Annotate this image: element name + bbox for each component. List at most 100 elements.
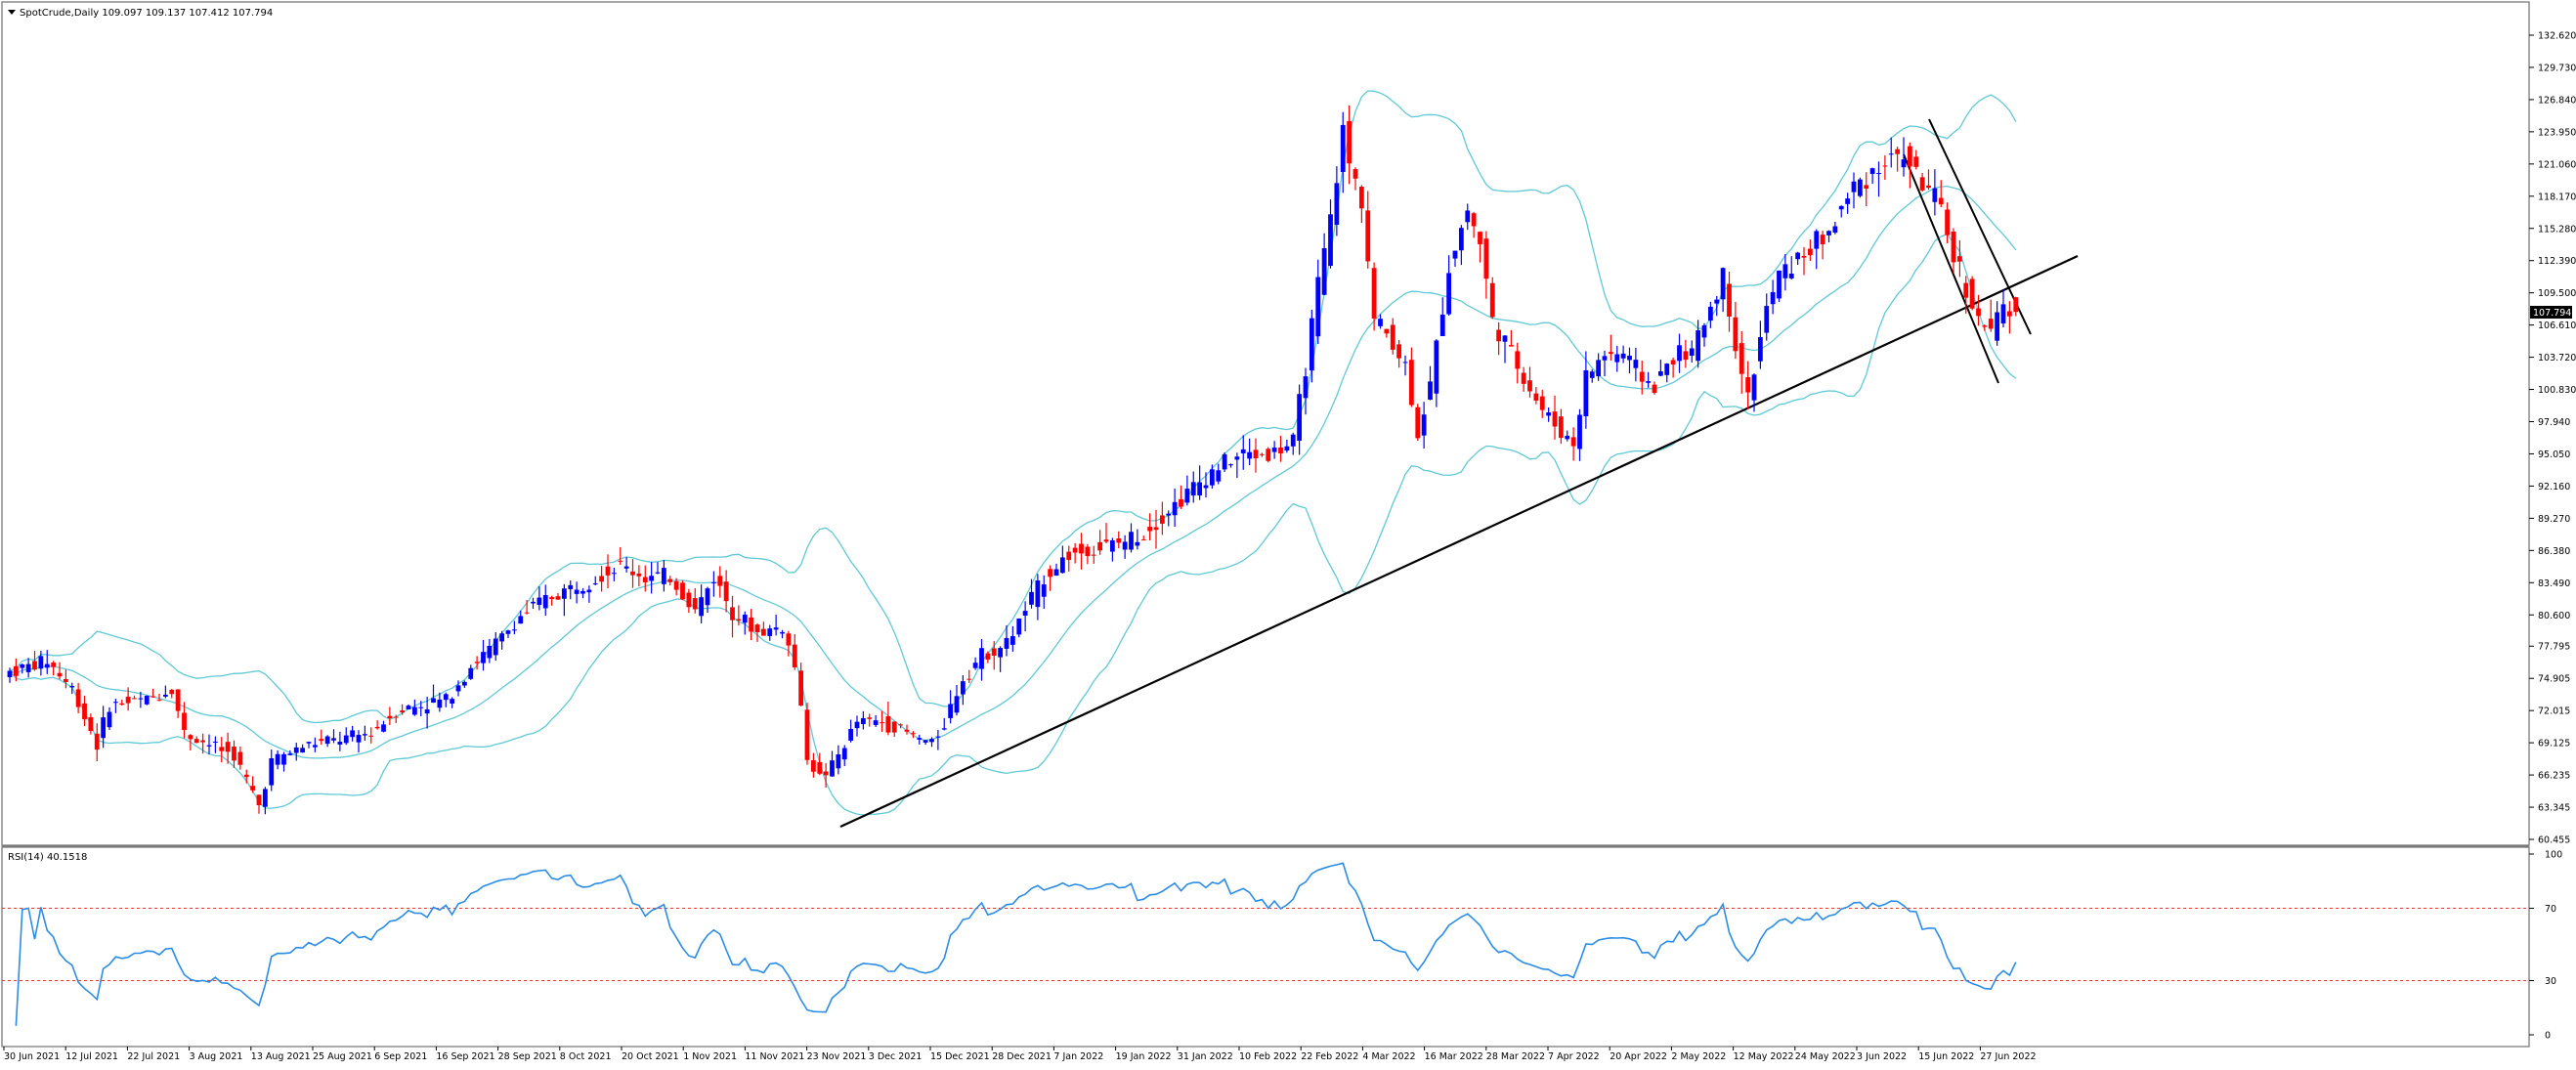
candle [406,704,411,710]
candle [1365,191,1371,269]
time-tick-label: 31 Jan 2022 [1178,1051,1233,1062]
candle [1216,463,1222,485]
candle [580,587,585,599]
candle [1565,430,1570,442]
candle [1757,321,1763,369]
candle [998,646,1004,672]
candle [1489,277,1495,320]
candle [461,680,467,688]
rsi-indicator [2,862,2529,1026]
candle [1328,199,1333,269]
candle [1247,438,1253,465]
candle [1633,348,1639,382]
price-tick-label: 115.280 [2538,224,2576,235]
candle [1608,334,1613,361]
price-tick-label: 112.390 [2538,256,2576,267]
time-tick-label: 30 Jun 2021 [4,1051,60,1062]
candle [1627,347,1632,374]
candle [1408,347,1414,407]
price-tick-label: 80.600 [2538,611,2570,621]
candle [293,742,299,761]
time-tick-label: 3 Jun 2022 [1857,1051,1907,1062]
time-tick-label: 3 Dec 2021 [869,1051,923,1062]
price-tick-label: 74.905 [2538,674,2570,685]
candle [1689,340,1695,363]
rsi-line [15,862,2017,1026]
candle [132,695,137,700]
time-tick-label: 7 Jan 2022 [1053,1051,1103,1062]
candle [586,585,592,603]
candle [848,719,854,743]
candle [1696,320,1701,368]
candle [356,730,362,753]
candle [20,663,25,674]
candle [1589,369,1595,383]
time-tick-label: 19 Jan 2022 [1116,1051,1172,1062]
candle [2006,301,2012,334]
candle [1664,363,1670,383]
ascending-trendline[interactable] [839,255,2079,828]
channel-line-lower[interactable] [1903,153,1999,384]
candle [549,595,555,606]
candle [917,734,923,745]
candle [424,696,430,729]
candle [368,727,374,744]
candle [1657,359,1663,377]
candle [487,638,493,663]
candle [1079,533,1084,570]
candle [287,749,293,756]
candle [1956,239,1962,278]
candle [511,621,517,635]
candle [574,581,580,604]
triangle-down-icon[interactable] [8,10,16,15]
candle [101,706,107,749]
price-tick-label: 106.610 [2538,321,2576,331]
rsi-tick-label: 100 [2545,850,2562,861]
candle [1315,259,1321,345]
price-tick-label: 89.270 [2538,514,2570,525]
current-price-label: 107.794 [2533,308,2571,319]
price-tick-label: 60.455 [2538,835,2570,846]
candle [1832,222,1838,235]
candle [1384,328,1390,338]
candle [443,692,449,707]
candle [524,600,530,615]
candle [281,751,286,772]
candle [1533,387,1539,405]
candle [1546,407,1552,422]
chart-header: SpotCrude,Daily 109.097 109.137 107.412 … [20,8,273,19]
candle [1614,346,1620,372]
candle [1857,177,1863,198]
rsi-tick-label: 30 [2545,976,2556,987]
candle [1951,228,1956,274]
candle [592,576,598,586]
candle [605,554,611,588]
candle [1801,246,1807,276]
candle [1035,574,1041,621]
candle [25,658,31,678]
price-tick-label: 97.940 [2538,417,2570,428]
candle [1321,233,1327,296]
bb-lower [9,233,2017,816]
candle [561,583,567,617]
candle [1004,624,1009,657]
candle [611,567,617,581]
candle [275,749,280,770]
time-tick-label: 12 Jul 2021 [65,1051,118,1062]
candle [474,656,480,670]
candle [1228,463,1233,468]
candle [1428,365,1433,401]
candle [1508,329,1514,347]
candle [219,737,225,763]
candle [1639,361,1645,395]
candle [107,706,112,730]
candle [1109,537,1115,562]
candle [1234,452,1240,479]
candle [437,692,443,712]
rsi-axis: 100 70 30 0 [2529,850,2562,1042]
candlesticks [7,105,2019,815]
time-tick-label: 15 Dec 2021 [930,1051,990,1062]
candle [1733,301,1739,360]
